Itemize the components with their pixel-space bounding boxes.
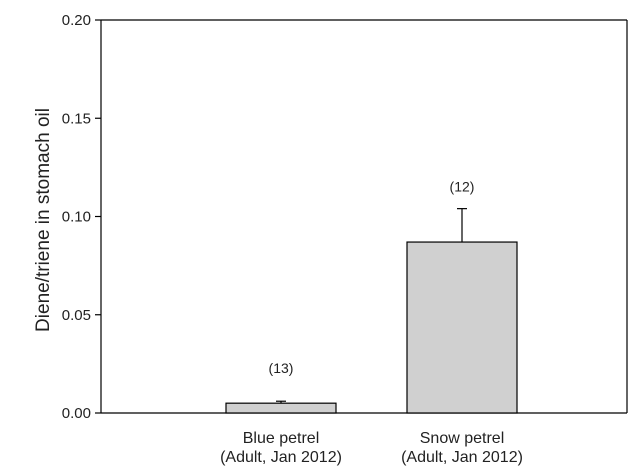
- x-category-label: (Adult, Jan 2012): [401, 449, 523, 466]
- y-tick-label: 0.15: [62, 110, 91, 127]
- y-tick-label: 0.00: [62, 405, 91, 422]
- y-tick-label: 0.20: [62, 12, 91, 29]
- y-axis-label: Diene/triene in stomach oil: [33, 108, 54, 332]
- bar: [225, 402, 337, 414]
- x-category-label: Snow petrel: [420, 430, 505, 447]
- y-tick-label: 0.05: [62, 307, 91, 324]
- bar: [406, 241, 518, 414]
- sample-size-label: (12): [450, 179, 475, 195]
- sample-size-label: (13): [269, 360, 294, 376]
- x-category-label: (Adult, Jan 2012): [220, 449, 342, 466]
- plot-area: 0.00 0.05 0.10 0.15 0.20 (13) Blue petrel (Adul…: [62, 12, 628, 466]
- x-category-label: Blue petrel: [243, 430, 320, 447]
- y-tick-label: 0.10: [62, 209, 91, 226]
